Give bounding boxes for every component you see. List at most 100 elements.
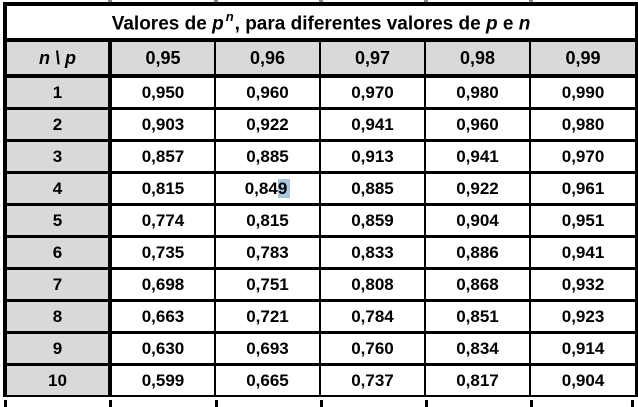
crop-stub — [425, 400, 428, 407]
value-cell: 0,815 — [109, 170, 216, 206]
table-row: 1 0,950 0,960 0,970 0,980 0,990 — [4, 74, 638, 110]
value-cell: 0,774 — [109, 202, 216, 238]
table-row: 5 0,774 0,815 0,859 0,904 0,951 — [4, 202, 638, 238]
value-cell: 0,663 — [109, 298, 216, 334]
column-header-p: 0,97 — [319, 38, 426, 78]
value-cell: 0,834 — [424, 330, 531, 366]
row-header: 4 — [4, 170, 112, 206]
row-header: 7 — [4, 266, 112, 302]
table-row: 10 0,599 0,665 0,737 0,817 0,904 — [4, 362, 638, 397]
value-cell: 0,913 — [319, 138, 426, 174]
value-cell: 0,737 — [319, 362, 426, 397]
value-cell: 0,693 — [214, 330, 321, 366]
title-conj: e — [497, 13, 519, 35]
value-cell: 0,941 — [424, 138, 531, 174]
table-title: Valores de p n, para diferentes valores d… — [3, 2, 638, 42]
value-cell: 0,980 — [424, 74, 531, 110]
table-row: 4 0,815 0,849 0,885 0,922 0,961 — [4, 170, 638, 206]
title-middle: , para diferentes valores de — [234, 13, 486, 35]
value-cell: 0,735 — [109, 234, 216, 270]
crop-stub — [109, 400, 112, 407]
value-cell: 0,698 — [109, 266, 216, 302]
title-var-p2: p — [485, 13, 498, 35]
column-header-p: 0,99 — [528, 38, 638, 78]
column-header-p: 0,95 — [109, 38, 216, 78]
crop-tick — [529, 0, 533, 2]
row-header: 5 — [4, 202, 112, 238]
value-cell: 0,932 — [528, 266, 638, 302]
crop-tick — [108, 0, 112, 2]
value-cell: 0,815 — [214, 202, 321, 238]
value-cell: 0,960 — [424, 106, 531, 142]
crop-tick — [214, 0, 218, 2]
value-cell: 0,665 — [214, 362, 321, 397]
row-header: 6 — [4, 234, 112, 270]
table-row: 7 0,698 0,751 0,808 0,868 0,932 — [4, 266, 638, 302]
value-cell: 0,961 — [528, 170, 638, 206]
selection-prefix: 0,84 — [244, 178, 278, 198]
value-cell: 0,904 — [424, 202, 531, 238]
value-cell: 0,760 — [319, 330, 426, 366]
table-row: 3 0,857 0,885 0,913 0,941 0,970 — [4, 138, 638, 174]
crop-tick — [424, 0, 428, 2]
value-cell: 0,914 — [528, 330, 638, 366]
crop-stub — [320, 400, 323, 407]
table-row: 2 0,903 0,922 0,941 0,960 0,980 — [4, 106, 638, 142]
row-header: 8 — [4, 298, 112, 334]
value-cell: 0,886 — [424, 234, 531, 270]
value-cell: 0,950 — [109, 74, 216, 110]
value-cell: 0,970 — [528, 138, 638, 174]
value-cell: 0,833 — [319, 234, 426, 270]
row-header: 3 — [4, 138, 112, 174]
value-cell: 0,980 — [528, 106, 638, 142]
corner-header-cell: n \ p — [4, 38, 112, 78]
value-cell: 0,817 — [424, 362, 531, 397]
value-cell: 0,630 — [109, 330, 216, 366]
value-cell: 0,960 — [214, 74, 321, 110]
header-row: n \ p 0,95 0,96 0,97 0,98 0,99 — [4, 38, 638, 78]
crop-tick — [319, 0, 323, 2]
table-row: 8 0,663 0,721 0,784 0,851 0,923 — [4, 298, 638, 334]
text-selection-highlight: 9 — [277, 178, 291, 198]
table-row: 9 0,630 0,693 0,760 0,834 0,914 — [4, 330, 638, 366]
value-cell: 0,784 — [319, 298, 426, 334]
table-row: 6 0,735 0,783 0,833 0,886 0,941 — [4, 234, 638, 270]
crop-stub — [631, 400, 634, 407]
value-cell: 0,868 — [424, 266, 531, 302]
title-prefix: Valores de — [111, 13, 213, 35]
title-var-n: n — [518, 13, 531, 35]
value-cell: 0,599 — [109, 362, 216, 397]
value-cell: 0,941 — [319, 106, 426, 142]
row-header: 10 — [4, 362, 112, 397]
value-cell: 0,851 — [424, 298, 531, 334]
value-cell: 0,923 — [528, 298, 638, 334]
crop-stub — [530, 400, 533, 407]
value-cell: 0,904 — [528, 362, 638, 397]
value-cell: 0,970 — [319, 74, 426, 110]
value-cell: 0,990 — [528, 74, 638, 110]
column-header-p: 0,98 — [424, 38, 531, 78]
value-cell: 0,857 — [109, 138, 216, 174]
crop-stub — [215, 400, 218, 407]
column-header-p: 0,96 — [214, 38, 321, 78]
value-cell: 0,721 — [214, 298, 321, 334]
value-cell: 0,859 — [319, 202, 426, 238]
value-cell: 0,941 — [528, 234, 638, 270]
value-cell: 0,751 — [214, 266, 321, 302]
pn-values-table: Valores de p n, para diferentes valores d… — [3, 2, 638, 397]
value-cell: 0,922 — [424, 170, 531, 206]
value-cell: 0,885 — [319, 170, 426, 206]
title-sup-n: n — [225, 8, 234, 24]
value-cell: 0,951 — [528, 202, 638, 238]
title-row: Valores de p n, para diferentes valores d… — [3, 2, 638, 42]
value-cell: 0,903 — [109, 106, 216, 142]
value-cell-with-selection: 0,849 — [214, 170, 321, 206]
value-cell: 0,922 — [214, 106, 321, 142]
row-header: 1 — [4, 74, 112, 110]
row-header: 2 — [4, 106, 112, 142]
value-cell: 0,783 — [214, 234, 321, 270]
value-cell: 0,885 — [214, 138, 321, 174]
title-var-p: p — [212, 13, 224, 35]
row-header: 9 — [4, 330, 112, 366]
